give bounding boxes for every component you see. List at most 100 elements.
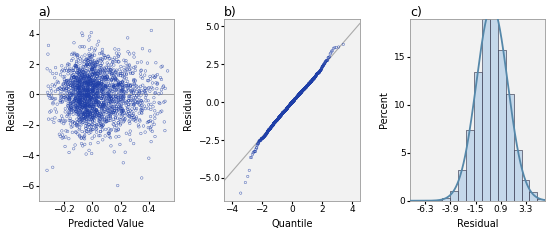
Point [294,93,303,97]
Point [140,104,149,108]
Point [283,106,291,110]
Point [293,95,301,99]
Point [97,101,106,105]
Point [292,96,301,100]
Point [273,118,282,121]
Point [290,98,299,102]
Point [273,118,282,122]
Point [84,109,93,113]
Point [287,101,296,105]
Point [285,103,294,107]
Point [83,79,91,83]
Point [101,128,110,131]
Point [291,97,300,100]
Point [283,105,292,109]
Point [85,77,94,81]
Point [75,98,84,102]
Point [72,88,80,92]
Point [72,123,81,127]
Point [330,46,339,50]
Point [80,82,89,85]
Point [90,64,99,68]
Point [67,106,76,110]
Point [69,86,78,90]
Point [264,128,273,132]
Point [271,121,279,125]
Point [293,95,301,99]
Point [297,90,306,94]
Point [299,88,308,91]
Point [63,63,72,67]
Point [116,95,125,99]
Point [289,100,298,103]
Point [308,78,317,82]
Point [296,91,305,95]
Point [77,71,85,75]
Point [281,109,290,113]
Point [299,88,307,92]
Point [77,69,86,73]
Point [66,86,75,90]
Point [288,101,296,104]
Point [102,99,111,103]
Point [116,105,125,108]
Point [99,104,107,108]
Point [98,61,107,65]
Point [142,89,150,92]
Point [295,91,304,95]
Point [89,115,98,119]
Point [305,81,314,85]
Point [100,101,109,105]
Point [294,93,303,97]
Point [306,81,315,84]
Point [75,84,84,87]
Point [87,125,96,129]
Point [69,88,78,91]
Point [285,103,294,107]
Point [73,106,82,110]
Point [258,136,267,140]
Point [80,110,89,114]
Point [75,120,84,124]
Point [287,102,295,106]
Point [284,104,293,108]
Point [82,81,90,85]
Point [287,102,295,106]
Point [292,96,301,100]
Point [284,105,293,108]
Point [86,96,95,100]
Point [301,86,310,89]
Point [274,116,283,120]
Point [283,106,292,109]
Point [135,91,144,95]
Point [68,100,77,104]
Point [263,131,272,134]
Point [67,77,75,81]
Point [62,87,71,91]
Point [267,126,276,130]
Point [90,92,99,96]
Point [275,115,284,119]
Point [272,119,280,123]
Point [92,102,101,106]
Point [90,60,99,64]
Point [285,104,294,108]
Point [99,112,107,116]
Point [279,110,288,114]
Point [294,93,303,97]
Point [132,117,141,120]
Point [296,90,305,94]
Point [273,117,282,121]
Point [118,80,127,84]
Point [275,115,284,119]
Point [284,105,293,108]
Point [283,107,291,111]
Point [304,82,313,86]
Point [112,88,121,92]
Point [281,109,290,112]
Point [287,102,295,105]
Point [99,87,107,91]
Point [81,97,90,101]
Point [116,118,125,122]
Point [77,76,85,79]
